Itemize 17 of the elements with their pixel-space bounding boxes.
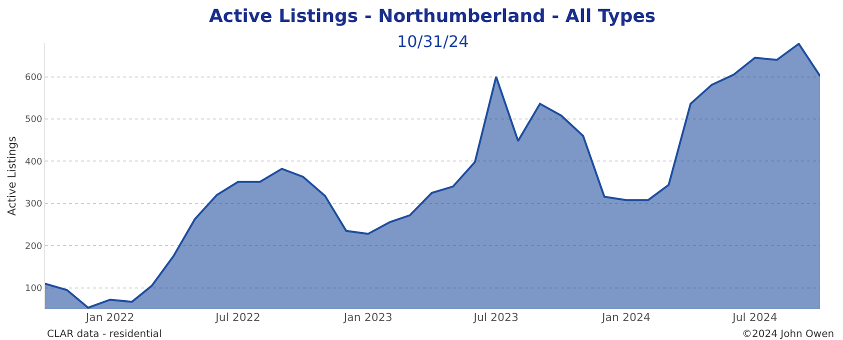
y-tick-label: 600 [25, 72, 42, 83]
y-tick-label: 500 [25, 115, 42, 126]
y-tick-label: 400 [25, 157, 42, 168]
x-tick-label: Jul 2024 [732, 311, 778, 324]
text: CLAR data - residential [47, 329, 162, 340]
chart-title: Active Listings - Northumberland - All Types [209, 6, 656, 27]
x-tick-label: Jan 2023 [342, 311, 392, 324]
y-tick-label: 200 [25, 242, 42, 252]
x-tick-label: Jan 2022 [84, 311, 134, 324]
x-tick-label: Jul 2023 [472, 311, 519, 324]
y-axis-title: Active Listings [6, 136, 19, 216]
x-tick-label: Jan 2024 [601, 311, 650, 324]
chart-subtitle: 10/31/24 [397, 32, 469, 51]
x-tick-label: Jul 2022 [214, 311, 260, 324]
y-tick-label: 100 [25, 284, 42, 294]
text: ©2024 John Owen [742, 329, 834, 340]
y-tick-label: 300 [25, 200, 42, 210]
